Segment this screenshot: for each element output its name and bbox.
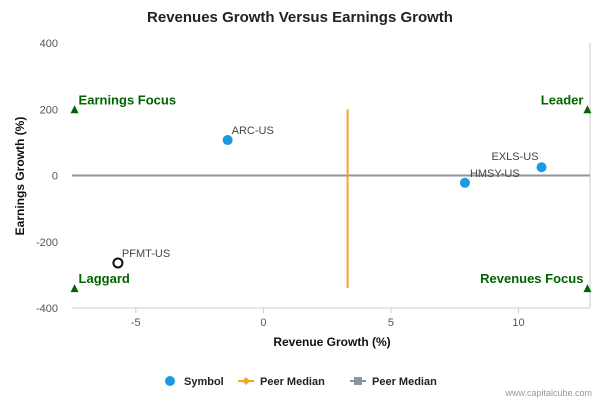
- x-tick-label: 10: [512, 317, 524, 329]
- y-tick-label: -200: [36, 237, 58, 249]
- y-tick-label: 0: [52, 171, 58, 183]
- y-axis-ticks: 400 200 0 -200 -400: [36, 38, 58, 315]
- chart-title: Revenues Growth Versus Earnings Growth: [147, 9, 453, 26]
- data-point-marker: [459, 177, 470, 188]
- y-tick-label: 200: [40, 104, 58, 116]
- data-point-label: ARC-US: [232, 125, 274, 137]
- data-point-marker: [222, 135, 233, 146]
- legend-diamond-icon: [242, 377, 250, 385]
- quadrant-marker: [70, 284, 79, 293]
- quadrant-marker: [70, 105, 79, 114]
- quadrant-label: Laggard: [79, 271, 130, 286]
- quadrant-label: Leader: [541, 92, 584, 107]
- data-point-label: HMSY-US: [470, 168, 520, 180]
- y-tick-label: -400: [36, 303, 58, 315]
- x-axis-title: Revenue Growth (%): [273, 335, 390, 349]
- data-point-label: PFMT-US: [122, 248, 170, 260]
- y-axis-title: Earnings Growth (%): [13, 117, 27, 236]
- quadrant-labels: Earnings Focus Leader Laggard Revenues Focu…: [70, 92, 592, 293]
- x-tick-label: -5: [131, 317, 141, 329]
- quadrant-label: Revenues Focus: [480, 271, 583, 286]
- legend-symbol-icon: [165, 376, 175, 386]
- data-point-marker: [112, 257, 124, 269]
- x-tick-label: 0: [260, 317, 266, 329]
- y-tick-label: 400: [40, 38, 58, 50]
- legend: Symbol Peer Median Peer Median: [165, 376, 437, 388]
- quadrant-label: Earnings Focus: [79, 92, 177, 107]
- x-tick-label: 5: [388, 317, 394, 329]
- x-axis-ticks: -5 0 5 10: [131, 308, 525, 329]
- data-points: ARC-US EXLS-US HMSY-US PFMT-US: [112, 125, 547, 269]
- data-point-marker: [536, 162, 547, 173]
- quadrant-marker: [583, 284, 592, 293]
- legend-square-icon: [354, 377, 362, 385]
- credit-text: www.capitalcube.com: [504, 388, 592, 398]
- legend-label: Symbol: [184, 376, 224, 388]
- legend-label: Peer Median: [260, 376, 325, 388]
- legend-label: Peer Median: [372, 376, 437, 388]
- quadrant-marker: [583, 105, 592, 114]
- data-point-label: EXLS-US: [491, 151, 538, 163]
